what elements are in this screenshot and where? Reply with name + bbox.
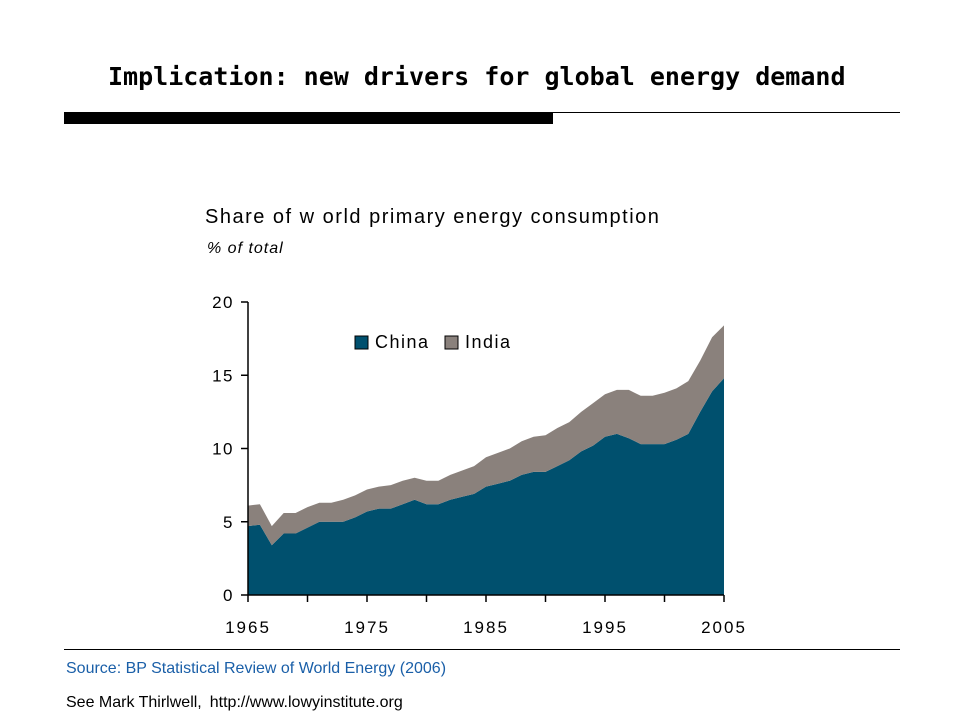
legend-swatch-india [444,335,459,350]
area-india [248,325,724,546]
y-tick-label: 20 [212,293,234,312]
x-tick-label: 1965 [225,618,271,637]
title-underline-thin [553,112,900,113]
legend-label-china: China [375,332,430,352]
chart-subtitle: % of total [207,240,284,257]
y-tick-label: 5 [223,513,234,532]
footer-divider [64,649,900,650]
legend-swatch-china [354,335,369,350]
chart-title: Share of w orld primary energy consumpti… [205,206,661,228]
source-note: Source: BP Statistical Review of World E… [66,660,447,677]
see-also-link[interactable]: http://www.lowyinstitute.org [209,694,403,711]
x-tick-label: 1995 [582,618,628,637]
x-tick-label: 2005 [701,618,747,637]
title-underline-thick [64,112,553,124]
y-tick-label: 15 [212,366,234,385]
x-tick-label: 1975 [344,618,390,637]
legend-label-india: India [465,332,512,352]
y-tick-label: 0 [223,586,234,605]
see-also-text: See Mark Thirlwell, [66,694,202,711]
x-tick-label: 1985 [463,618,509,637]
y-tick-label: 10 [212,440,234,459]
slide-title: Implication: new drivers for global ener… [108,62,846,91]
see-also-note: See Mark Thirlwell, http://www.lowyinstit… [66,694,403,712]
